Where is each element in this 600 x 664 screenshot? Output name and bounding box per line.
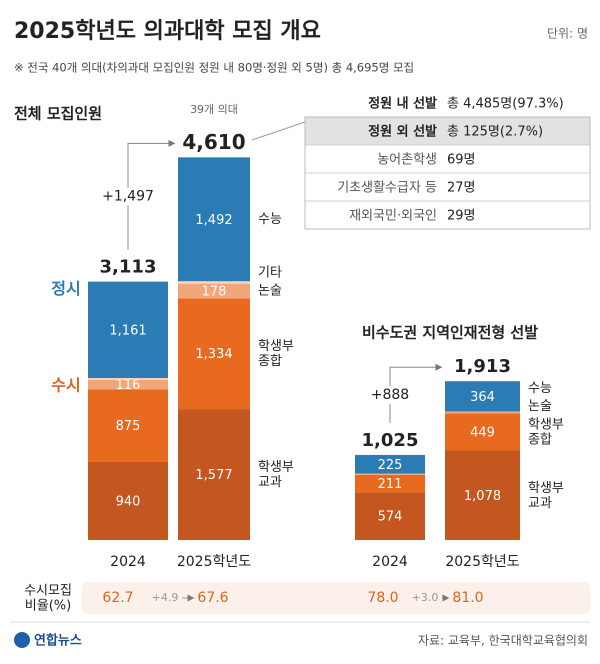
table-cell: 정원 내 선발 (368, 96, 437, 112)
table-cell: 농어촌학생 (377, 153, 437, 168)
source: 자료: 교육부, 한국대학교육협의회 (418, 634, 588, 648)
table-row-bg (305, 117, 590, 145)
bar-segment (178, 281, 250, 284)
series-label: 논술 (528, 399, 552, 414)
bar-segment (355, 473, 425, 475)
value-label: 116 (116, 378, 141, 393)
total-label: 3,113 (100, 257, 157, 278)
title: 2025학년도 의과대학 모집 개요 (14, 19, 321, 44)
bar-segment (355, 492, 425, 540)
series-label: 학생부 종합 (528, 417, 564, 447)
bar-segment (445, 413, 520, 451)
ratio-value: 81.0 (452, 590, 483, 606)
change-arrow (127, 139, 176, 250)
x-tick-label: 2024 (110, 554, 146, 570)
bar-segment (88, 461, 168, 540)
bar-segment (178, 157, 250, 282)
group-label: 수시 (51, 375, 80, 394)
value-label: 1,334 (195, 347, 232, 362)
change-label-bg (360, 386, 420, 405)
ratio-value: 78.0 (367, 590, 398, 606)
table-cell: 재외국민·외국인 (349, 209, 437, 224)
value-label: 211 (378, 477, 403, 492)
bar-segment (445, 450, 520, 540)
value-label: 178 (202, 285, 227, 300)
connector (251, 121, 306, 141)
x-tick-label: 2024 (372, 554, 408, 570)
table-cell: 69명 (447, 153, 476, 168)
note: ※ 전국 40개 의대(차의과대 모집인원 정원 내 80명·정원 외 5명) … (14, 61, 414, 75)
logo-icon (14, 632, 30, 648)
table-cell: 27명 (447, 181, 476, 196)
table-cell: 총 4,485명(97.3%) (447, 97, 564, 112)
value-label: 1,492 (195, 213, 232, 228)
table-cell: 총 125명(2.7%) (447, 125, 543, 140)
group-label: 정시 (51, 279, 80, 298)
value-label: 449 (470, 425, 495, 440)
chart-subtitle: 39개 의대 (190, 103, 238, 116)
x-tick-label: 2025학년도 (445, 554, 519, 570)
table-frame (304, 116, 591, 230)
bar-segment (178, 409, 250, 540)
bar-segment (178, 283, 250, 299)
value-label: 1,161 (109, 323, 146, 338)
series-label: 수능 (528, 381, 552, 396)
series-label: 수능 (258, 212, 282, 227)
table-row-bg (304, 172, 591, 202)
bar-segment (178, 298, 250, 410)
series-label: 기타 (258, 266, 282, 281)
series-label: 학생부 종합 (258, 339, 294, 369)
ratio-label: 수시모집 비율(%) (24, 583, 72, 613)
series-label: 학생부 교과 (528, 480, 564, 510)
ratio-value: 62.7 (102, 590, 133, 606)
bar-segment (445, 411, 520, 414)
bar-segment (355, 474, 425, 493)
total-label: 1,025 (362, 430, 419, 451)
value-label: 1,577 (195, 468, 232, 483)
series-label: 논술 (258, 284, 282, 299)
value-label: 940 (116, 494, 141, 509)
change-label: +1,497 (102, 188, 154, 204)
value-label: 875 (116, 419, 141, 434)
table-cell: 정원 외 선발 (368, 124, 437, 140)
value-label: 1,078 (464, 489, 501, 504)
logo: 연합뉴스 (34, 633, 82, 649)
ratio-box (82, 582, 590, 614)
change-arrow (389, 363, 443, 423)
table-row-bg (304, 144, 591, 174)
series-label: 학생부 교과 (258, 460, 294, 490)
x-tick-label: 2025학년도 (177, 554, 251, 570)
value-label: 225 (378, 458, 403, 473)
chart-title: 비수도권 지역인재전형 선발 (362, 324, 538, 342)
change-label-bg (98, 187, 158, 206)
chart-title: 전체 모집인원 (14, 105, 102, 123)
table-cell: 기초생활수급자 등 (337, 181, 437, 196)
bar-segment (88, 379, 168, 390)
value-label: 574 (378, 510, 403, 525)
bar-segment (355, 454, 425, 474)
table-cell: 29명 (447, 209, 476, 224)
bar-segment (445, 381, 520, 412)
change-label: +888 (371, 387, 409, 403)
unit: 단위: 명 (547, 27, 588, 41)
ratio-value: +3.0 (412, 591, 439, 604)
value-label: 364 (470, 390, 495, 405)
bar-segment (88, 389, 168, 462)
bar-segment (88, 377, 168, 380)
bar-segment (88, 281, 168, 378)
total-label: 1,913 (454, 356, 511, 377)
total-label: 4,610 (182, 130, 245, 154)
ratio-value: +4.9 (152, 591, 179, 604)
ratio-value: 67.6 (197, 590, 228, 606)
